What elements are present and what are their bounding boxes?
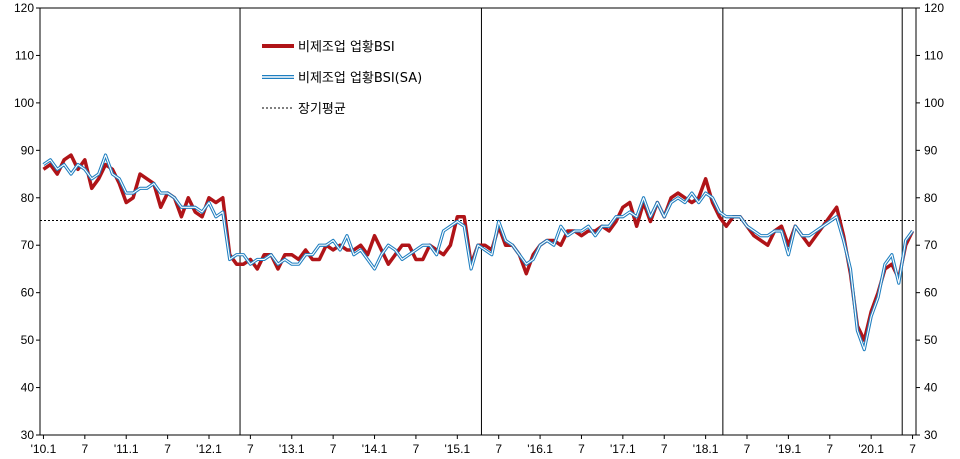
y-right-tick-label: 40 xyxy=(924,381,938,395)
y-axis-left: 30 40 50 60 70 80 90 100 110 120 xyxy=(14,1,40,442)
legend-label-bsi: 비제조업 업황BSI xyxy=(298,40,395,55)
x-tick-label: 7 xyxy=(744,442,751,456)
y-right-tick-label: 90 xyxy=(924,143,938,157)
y-left-tick-label: 40 xyxy=(21,381,35,395)
legend-item-bsi: 비제조업 업황BSI xyxy=(262,40,395,55)
plot-area xyxy=(39,7,917,436)
y-left-tick-label: 60 xyxy=(21,286,35,300)
x-axis: '10.1 7 '11.1 7 '12.1 7 '13.1 7 '14.1 7 '15.1 7 '16.… xyxy=(31,435,916,456)
x-tick-label: '15.1 xyxy=(444,442,470,456)
x-tick-label: 7 xyxy=(909,442,916,456)
y-left-tick-label: 120 xyxy=(14,1,34,15)
x-tick-label: '18.1 xyxy=(693,442,719,456)
series-lines xyxy=(42,153,915,352)
y-left-tick-label: 50 xyxy=(21,333,35,347)
y-left-tick-label: 70 xyxy=(21,238,35,252)
x-tick-label: 7 xyxy=(661,442,668,456)
y-right-tick-label: 110 xyxy=(924,48,943,62)
y-right-tick-label: 70 xyxy=(924,238,938,252)
x-tick-label: 7 xyxy=(826,442,833,456)
x-tick-label: 7 xyxy=(81,442,88,456)
x-tick-label: 7 xyxy=(164,442,171,456)
legend-item-bsi-sa: 비제조업 업황BSI(SA) xyxy=(262,71,422,86)
legend-label-bsi-sa: 비제조업 업황BSI(SA) xyxy=(298,71,422,86)
x-tick-label: 7 xyxy=(495,442,502,456)
y-right-tick-label: 30 xyxy=(924,428,938,442)
x-tick-label: '10.1 xyxy=(31,442,57,456)
y-left-tick-label: 100 xyxy=(14,96,34,110)
y-left-tick-label: 30 xyxy=(21,428,35,442)
legend: 비제조업 업황BSI 비제조업 업황BSI(SA) 장기평균 xyxy=(262,40,422,117)
y-right-tick-label: 50 xyxy=(924,333,938,347)
y-left-tick-label: 90 xyxy=(21,143,35,157)
x-tick-label: 7 xyxy=(578,442,585,456)
x-tick-label: 7 xyxy=(247,442,254,456)
y-left-tick-label: 110 xyxy=(15,48,34,62)
y-left-tick-label: 80 xyxy=(21,191,35,205)
x-tick-label: '17.1 xyxy=(610,442,636,456)
x-tick-label: '20.1 xyxy=(858,442,884,456)
x-tick-label: '12.1 xyxy=(196,442,222,456)
x-tick-label: '13.1 xyxy=(279,442,305,456)
y-right-tick-label: 100 xyxy=(924,96,944,110)
y-right-tick-label: 120 xyxy=(924,1,944,15)
y-right-tick-label: 80 xyxy=(924,191,938,205)
y-right-tick-label: 60 xyxy=(924,286,938,300)
x-tick-label: '11.1 xyxy=(114,442,139,456)
x-tick-label: '19.1 xyxy=(776,442,802,456)
legend-item-long-term-average: 장기평균 xyxy=(262,102,346,117)
series-line-bsi-sa-inner xyxy=(43,154,913,351)
x-tick-label: '16.1 xyxy=(527,442,553,456)
y-axis-right: 30 40 50 60 70 80 90 100 110 120 xyxy=(916,1,944,442)
x-tick-label: 7 xyxy=(413,442,420,456)
x-tick-label: 7 xyxy=(330,442,337,456)
legend-label-long-term-average: 장기평균 xyxy=(298,102,346,117)
x-tick-label: '14.1 xyxy=(362,442,388,456)
